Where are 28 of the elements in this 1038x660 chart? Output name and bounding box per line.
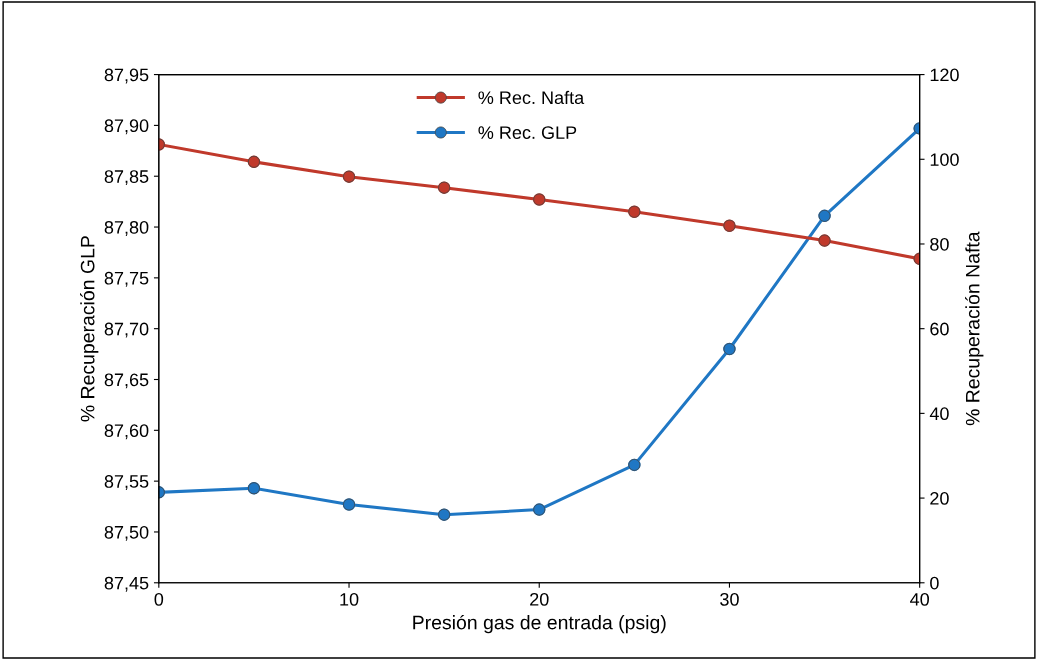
y2-tick-label: 20 (930, 492, 949, 505)
y-axis-title: % Recuperación GLP (80, 236, 99, 422)
x-tick-label: 40 (910, 592, 929, 606)
y-tick-label: 87,75 (104, 271, 149, 287)
x-tick-label: 0 (154, 592, 164, 606)
y-tick-label: 87,85 (104, 170, 149, 186)
y-tick-label: 87,60 (104, 424, 149, 440)
y-tick-label: 87,80 (104, 220, 149, 236)
y2-tick-label: 0 (930, 576, 939, 590)
y-tick-label: 87,65 (104, 373, 149, 389)
x-axis-title: Presión gas de entrada (psig) (413, 614, 666, 634)
y2-tick-label: 40 (929, 407, 949, 421)
y2-axis-title: % Recuperación Nafta (965, 231, 984, 426)
y2-tick-label: 60 (930, 322, 949, 336)
x-tick-label: 20 (530, 592, 549, 606)
legend-label: % Rec. GLP (478, 126, 577, 139)
y-tick-label: 87,55 (104, 475, 149, 490)
legend-label: % Rec. Nafta (478, 90, 585, 105)
x-tick-label: 10 (340, 592, 359, 606)
y-tick-label: 87,95 (104, 68, 149, 84)
y-tick-label: 87,45 (104, 576, 149, 592)
y-tick-label: 87,70 (104, 322, 149, 338)
y-tick-label: 87,90 (104, 119, 149, 135)
y2-tick-label: 120 (930, 68, 959, 82)
y2-tick-label: 80 (930, 237, 949, 251)
x-tick-label: 30 (720, 592, 739, 606)
y-tick-label: 87,50 (104, 525, 149, 541)
y2-tick-label: 100 (930, 153, 959, 166)
